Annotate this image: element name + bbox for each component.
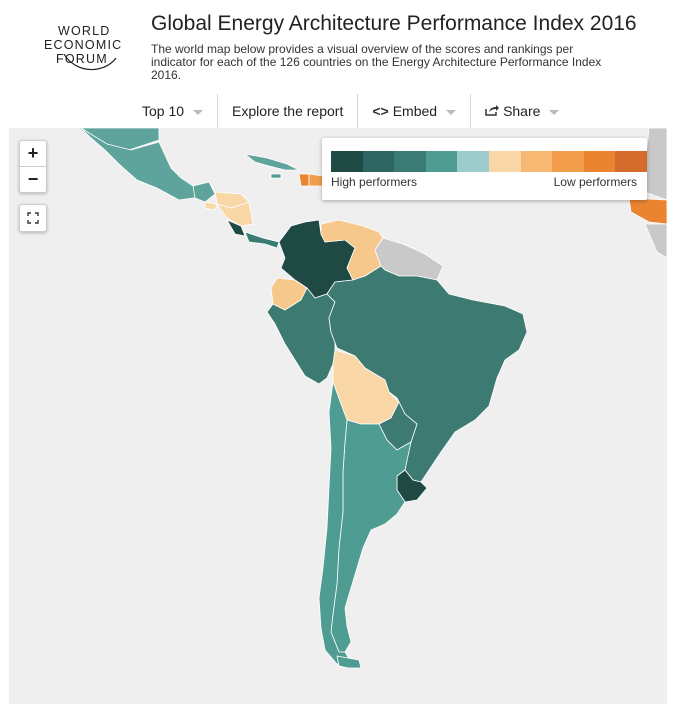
country-costa-rica[interactable] — [226, 219, 246, 237]
share-dropdown[interactable]: Share — [470, 94, 573, 128]
zoom-in-button[interactable]: + — [27, 143, 39, 163]
legend-swatch-2 — [362, 151, 395, 172]
country-chile-south[interactable] — [336, 655, 362, 669]
page-description: The world map below provides a visual ov… — [151, 42, 602, 82]
legend-low-label: Low performers — [553, 175, 637, 189]
legend-high-label: High performers — [331, 175, 418, 189]
legend-swatch-10 — [615, 151, 647, 172]
country-nicaragua[interactable] — [216, 201, 254, 227]
logo-line-1: WORLD — [58, 24, 111, 38]
top10-label: Top 10 — [142, 103, 185, 119]
country-west-africa[interactable] — [628, 197, 667, 225]
zoom-out-button[interactable]: − — [20, 166, 46, 192]
legend-swatch-1 — [331, 151, 363, 172]
map-legend: High performers Low performers — [322, 138, 647, 200]
fullscreen-icon — [27, 212, 39, 224]
top10-dropdown[interactable]: Top 10 — [128, 94, 217, 128]
explore-report-button[interactable]: Explore the report — [217, 94, 357, 128]
choropleth-map[interactable] — [9, 128, 667, 704]
legend-swatch-9 — [583, 151, 616, 172]
embed-label: Embed — [392, 103, 438, 119]
fullscreen-button[interactable] — [19, 204, 47, 232]
legend-scale — [331, 151, 647, 172]
logo-line-3: FORUM — [56, 52, 108, 66]
chevron-down-icon — [446, 109, 457, 115]
country-chile[interactable] — [318, 381, 352, 665]
zoom-controls: + − — [19, 140, 47, 193]
explore-label: Explore the report — [232, 103, 344, 119]
legend-swatch-6 — [488, 151, 521, 172]
country-guatemala[interactable] — [192, 181, 216, 203]
code-icon: <> — [372, 103, 389, 119]
share-icon — [485, 103, 500, 119]
legend-swatch-3 — [394, 151, 426, 172]
toolbar: Top 10 Explore the report <> Embed Share — [128, 94, 573, 128]
country-haiti[interactable] — [298, 173, 310, 187]
map-panel[interactable]: + − High performers Low performers — [9, 128, 667, 704]
legend-swatch-4 — [425, 151, 458, 172]
wef-logo[interactable]: WORLD ECONOMIC FORUM — [44, 22, 134, 78]
chevron-down-icon — [193, 109, 204, 115]
legend-swatch-5 — [457, 151, 489, 172]
page-title: Global Energy Architecture Performance I… — [151, 12, 637, 35]
logo-line-2: ECONOMIC — [44, 38, 122, 52]
country-cuba[interactable] — [244, 153, 300, 171]
country-peru[interactable] — [266, 287, 336, 385]
logo-arc-icon — [63, 53, 117, 71]
country-el-salvador[interactable] — [204, 201, 218, 211]
country-panama[interactable] — [244, 231, 280, 249]
country-africa-nodata-2[interactable] — [644, 223, 667, 259]
legend-swatch-7 — [520, 151, 553, 172]
legend-swatch-8 — [552, 151, 584, 172]
chevron-down-icon — [549, 109, 560, 115]
share-label: Share — [503, 103, 541, 119]
embed-dropdown[interactable]: <> Embed — [357, 94, 470, 128]
country-jamaica[interactable] — [270, 173, 282, 179]
